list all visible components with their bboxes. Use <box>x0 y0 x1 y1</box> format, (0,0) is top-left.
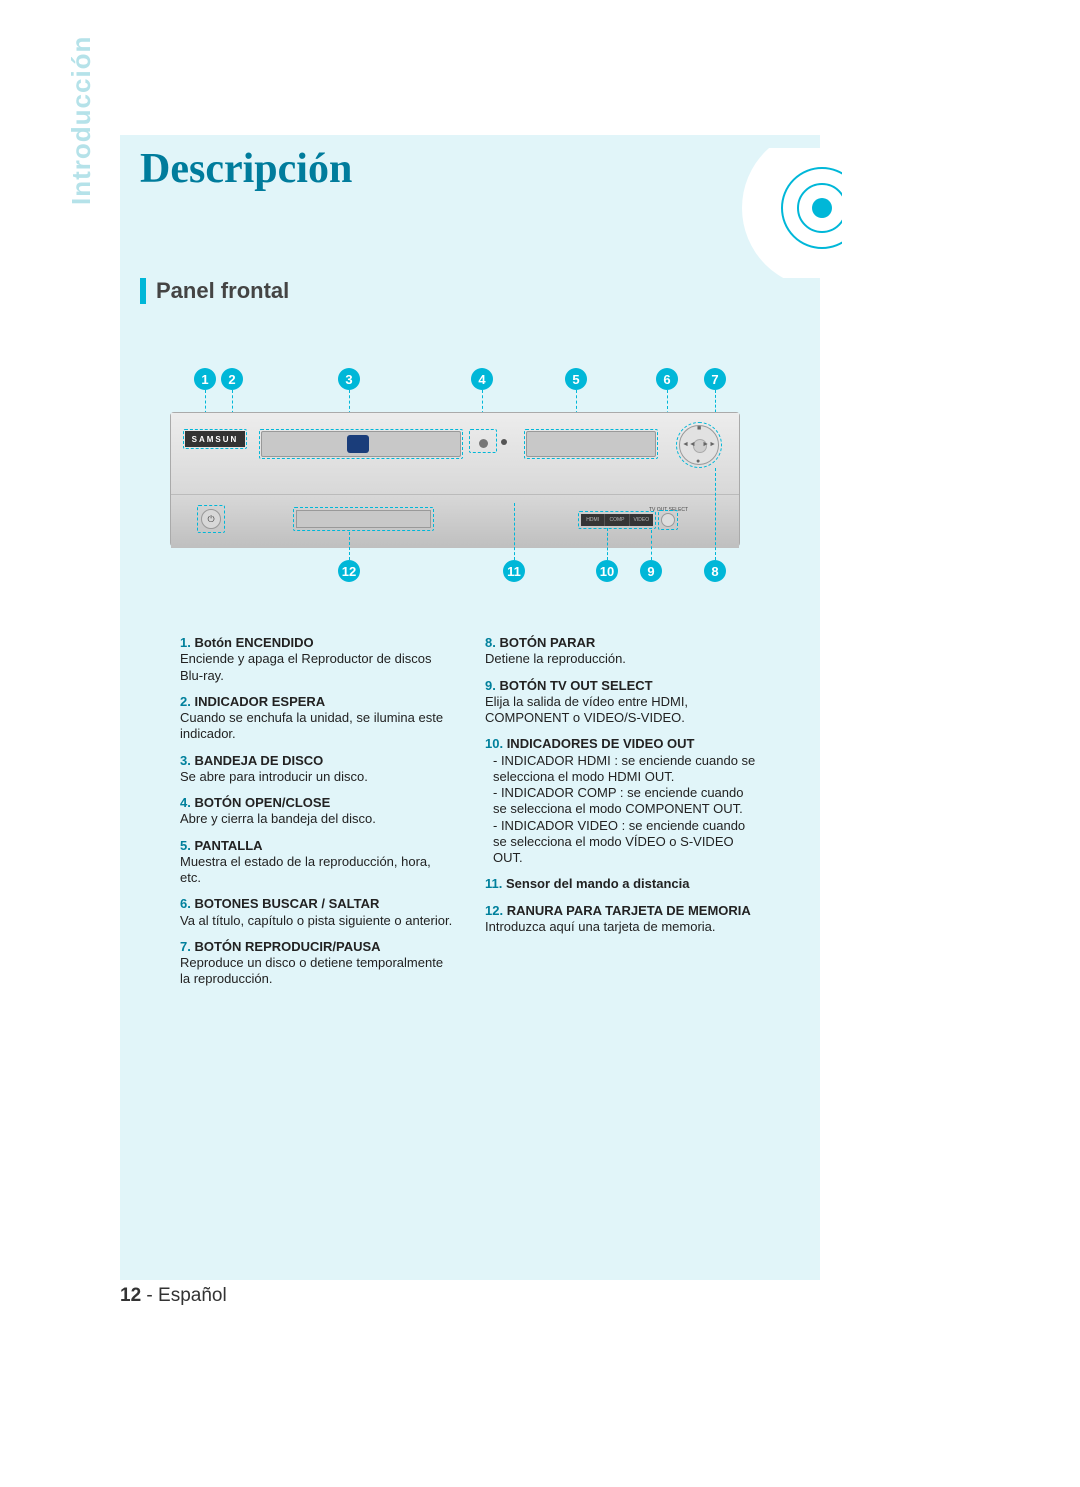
footer-lang: Español <box>158 1285 227 1306</box>
section-heading-text: Panel frontal <box>156 278 289 304</box>
list-item: 12. RANURA PARA TARJETA DE MEMORIAIntrod… <box>485 903 760 936</box>
page-number: 12 <box>120 1285 141 1306</box>
device-body: SAMSUN ◄◄ ►► ■ ● ⏻ HDMI COMP VIDEO TV OU… <box>170 412 740 547</box>
callout-8: 8 <box>704 560 726 582</box>
leader-line <box>349 532 350 560</box>
list-item: 11. Sensor del mando a distancia <box>485 876 760 892</box>
list-item: 8. BOTÓN PARARDetiene la reproducción. <box>485 635 760 668</box>
list-item: 9. BOTÓN TV OUT SELECTElija la salida de… <box>485 678 760 727</box>
right-column: 8. BOTÓN PARARDetiene la reproducción. 9.… <box>485 635 760 998</box>
callout-12: 12 <box>338 560 360 582</box>
ir-sensor-dot <box>501 439 507 445</box>
footer-sep: - <box>141 1285 158 1306</box>
highlight-box <box>293 507 434 531</box>
highlight-box <box>183 429 247 449</box>
disc-graphic <box>712 148 842 278</box>
leader-line <box>715 468 716 560</box>
callout-1: 1 <box>194 368 216 390</box>
leader-line <box>651 530 652 560</box>
leader-line <box>514 503 515 560</box>
leader-line <box>607 528 608 560</box>
list-item: 3. BANDEJA DE DISCOSe abre para introduc… <box>180 753 455 786</box>
highlight-box <box>578 511 656 529</box>
list-item: 6. BOTONES BUSCAR / SALTARVa al título, … <box>180 896 455 929</box>
highlight-box <box>197 505 225 533</box>
callout-4: 4 <box>471 368 493 390</box>
description-columns: 1. Botón ENCENDIDOEnciende y apaga el Re… <box>180 635 760 998</box>
callout-9: 9 <box>640 560 662 582</box>
list-item: 4. BOTÓN OPEN/CLOSEAbre y cierra la band… <box>180 795 455 828</box>
callout-3: 3 <box>338 368 360 390</box>
list-item: 1. Botón ENCENDIDOEnciende y apaga el Re… <box>180 635 455 684</box>
list-item: 7. BOTÓN REPRODUCIR/PAUSAReproduce un di… <box>180 939 455 988</box>
left-column: 1. Botón ENCENDIDOEnciende y apaga el Re… <box>180 635 455 998</box>
sidebar-section-label: Introducción <box>66 36 97 205</box>
highlight-box <box>676 422 722 468</box>
highlight-box <box>469 429 497 453</box>
callout-11: 11 <box>503 560 525 582</box>
callout-2: 2 <box>221 368 243 390</box>
callout-7: 7 <box>704 368 726 390</box>
callout-6: 6 <box>656 368 678 390</box>
bluray-logo <box>347 435 369 453</box>
callout-5: 5 <box>565 368 587 390</box>
section-heading: Panel frontal <box>140 278 289 304</box>
front-panel-diagram: 1 2 3 4 5 6 7 SAMSUN ◄◄ ►► ■ ● ⏻ <box>160 340 750 610</box>
list-item: 5. PANTALLAMuestra el estado de la repro… <box>180 838 455 887</box>
page-footer: 12 - Español <box>120 1285 227 1307</box>
highlight-box <box>524 429 658 459</box>
list-item: 10. INDICADORES DE VIDEO OUT- INDICADOR … <box>485 736 760 866</box>
section-heading-bar <box>140 278 146 304</box>
callout-10: 10 <box>596 560 618 582</box>
highlight-box <box>658 510 678 530</box>
list-item: 2. INDICADOR ESPERACuando se enchufa la … <box>180 694 455 743</box>
page-title: Descripción <box>140 145 352 193</box>
